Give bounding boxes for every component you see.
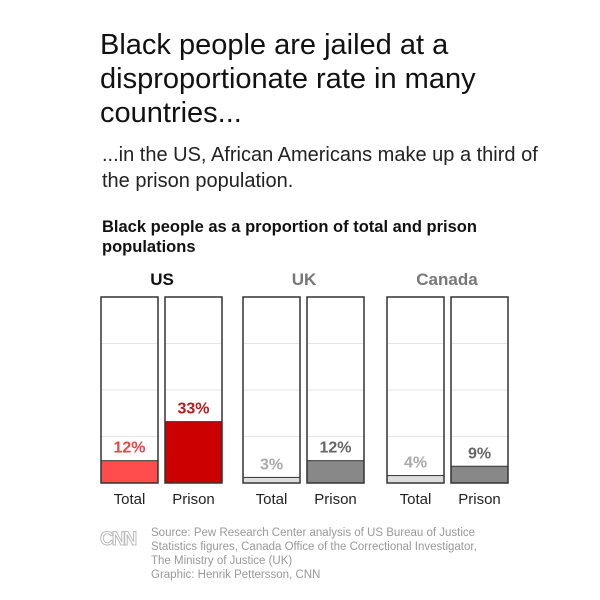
bar-outline — [242, 296, 301, 484]
group-title-us: US — [150, 270, 174, 289]
category-label-us-total: Total — [114, 491, 146, 508]
data-label-uk-prison: 12% — [319, 440, 351, 457]
source-line: Statistics figures, Canada Office of the… — [151, 541, 477, 553]
source-line: Source: Pew Research Center analysis of … — [151, 527, 476, 539]
bar-canada-prison — [450, 465, 509, 484]
category-label-canada-total: Total — [400, 491, 432, 508]
bar-outline — [100, 296, 159, 484]
category-label-uk-total: Total — [256, 491, 288, 508]
data-label-canada-prison: 9% — [468, 445, 491, 462]
subheadline: ...in the US, African Americans make up … — [102, 144, 538, 192]
bar-uk-total — [242, 476, 301, 484]
category-label-canada-prison: Prison — [458, 491, 501, 508]
cnn-logo: CNN — [100, 529, 139, 550]
category-label-uk-prison: Prison — [314, 491, 357, 508]
bar-outline — [450, 296, 509, 484]
group-title-canada: Canada — [416, 270, 478, 289]
group-title-uk: UK — [291, 270, 317, 289]
headline: Black people are jailed at a disproporti… — [100, 29, 476, 129]
svg-text:CNN: CNN — [100, 529, 136, 549]
source-line: The Ministry of Justice (UK) — [151, 555, 293, 567]
bar-outline — [306, 296, 365, 484]
source-note: Source: Pew Research Center analysis of … — [151, 526, 551, 582]
bar-canada-total — [386, 475, 445, 484]
bar-outline — [386, 296, 445, 484]
bar-outline — [164, 296, 223, 484]
category-label-us-prison: Prison — [172, 491, 215, 508]
data-label-uk-total: 3% — [260, 456, 283, 473]
data-label-us-prison: 33% — [177, 401, 209, 418]
chart-title: Black people as a proportion of total an… — [102, 218, 477, 256]
bar-uk-prison — [306, 460, 365, 484]
data-label-us-total: 12% — [113, 440, 145, 457]
bar-us-prison — [164, 421, 223, 484]
credit-line: Graphic: Henrik Pettersson, CNN — [151, 569, 321, 581]
data-label-canada-total: 4% — [404, 455, 427, 472]
bar-us-total — [100, 460, 159, 484]
